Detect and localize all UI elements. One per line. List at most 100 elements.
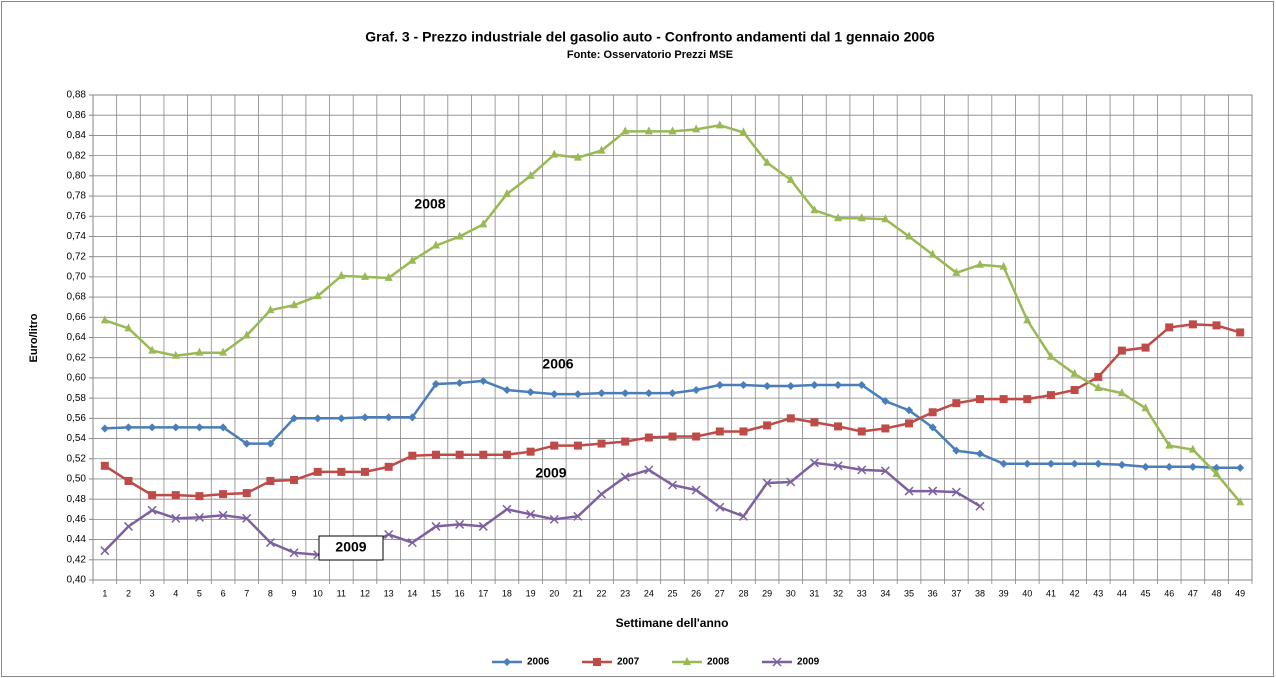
y-tick-label: 0,56 (67, 413, 87, 424)
marker (242, 439, 251, 448)
x-tick-label: 27 (715, 588, 725, 598)
legend-item: 2008 (672, 657, 730, 668)
marker (620, 472, 630, 482)
marker (1141, 403, 1150, 412)
marker (597, 439, 606, 448)
y-tick-label: 0,80 (67, 170, 87, 181)
marker (683, 657, 691, 665)
marker (195, 492, 204, 501)
marker (1046, 459, 1055, 468)
x-tick-label: 39 (999, 588, 1009, 598)
marker (668, 432, 677, 441)
marker (810, 380, 819, 389)
y-tick-label: 0,72 (67, 251, 87, 262)
x-tick-label: 35 (904, 588, 914, 598)
marker (1117, 346, 1126, 355)
x-tick-label: 4 (173, 588, 178, 598)
x-tick-label: 30 (786, 588, 796, 598)
marker (786, 174, 795, 183)
marker (242, 489, 251, 498)
marker (148, 423, 157, 432)
marker (763, 157, 772, 166)
marker (1212, 468, 1221, 477)
marker (479, 376, 488, 385)
marker (124, 476, 133, 485)
marker (147, 505, 157, 515)
marker (1117, 460, 1126, 469)
x-tick-label: 1 (102, 588, 107, 598)
marker (408, 255, 417, 264)
x-tick-label: 49 (1235, 588, 1245, 598)
marker (266, 305, 275, 314)
x-tick-label: 22 (597, 588, 607, 598)
y-tick-label: 0,66 (67, 312, 87, 323)
x-tick-label: 14 (407, 588, 417, 598)
marker (1165, 440, 1174, 449)
marker (928, 486, 938, 496)
marker (549, 514, 559, 524)
marker (597, 389, 606, 398)
y-tick-label: 0,52 (67, 453, 87, 464)
marker (593, 658, 601, 666)
marker (1023, 315, 1032, 324)
plot-frame (92, 94, 1253, 581)
marker (763, 421, 772, 430)
x-tick-label: 36 (928, 588, 938, 598)
marker (644, 389, 653, 398)
marker (1141, 343, 1150, 352)
marker (1188, 320, 1197, 329)
marker (455, 519, 465, 529)
x-tick-label: 11 (337, 588, 346, 598)
x-tick-label: 10 (313, 588, 323, 598)
y-tick-label: 0,88 (67, 90, 87, 101)
marker (313, 414, 322, 423)
marker (975, 259, 984, 268)
marker (550, 390, 559, 399)
marker (171, 350, 180, 359)
y-tick-label: 0,60 (67, 373, 87, 384)
marker (502, 386, 511, 395)
x-tick-label: 43 (1093, 588, 1103, 598)
x-tick-label: 6 (221, 588, 226, 598)
marker (573, 441, 582, 450)
marker (881, 424, 890, 433)
marker (550, 441, 559, 450)
marker (218, 510, 228, 520)
legend-label: 2007 (617, 657, 640, 668)
marker (503, 658, 511, 666)
marker (880, 466, 890, 476)
marker (715, 502, 725, 512)
marker (975, 395, 984, 404)
marker (1188, 444, 1197, 453)
annotation: 2009 (535, 465, 566, 481)
marker (975, 501, 985, 511)
marker (715, 427, 724, 436)
x-tick-label: 40 (1022, 588, 1032, 598)
legend-item: 2007 (582, 657, 640, 668)
marker (952, 446, 961, 455)
x-tick-label: 5 (197, 588, 202, 598)
marker (526, 509, 536, 519)
marker (455, 450, 464, 459)
marker (123, 521, 134, 531)
marker (1236, 463, 1245, 472)
marker (621, 126, 630, 135)
marker (171, 491, 180, 500)
marker (1165, 462, 1174, 471)
x-tick-label: 34 (880, 588, 890, 598)
legend-item: 2006 (492, 657, 550, 668)
marker (905, 419, 914, 428)
marker (478, 521, 488, 531)
marker (975, 449, 984, 458)
marker (408, 451, 417, 460)
x-tick-label: 28 (738, 588, 748, 598)
marker (786, 477, 796, 487)
marker (834, 380, 843, 389)
marker (597, 489, 607, 499)
x-tick-label: 7 (244, 588, 249, 598)
y-axis-label: Euro/litro (28, 313, 40, 362)
marker (952, 399, 961, 408)
x-tick-label: 42 (1070, 588, 1080, 598)
marker (1165, 323, 1174, 332)
marker (1094, 383, 1103, 392)
